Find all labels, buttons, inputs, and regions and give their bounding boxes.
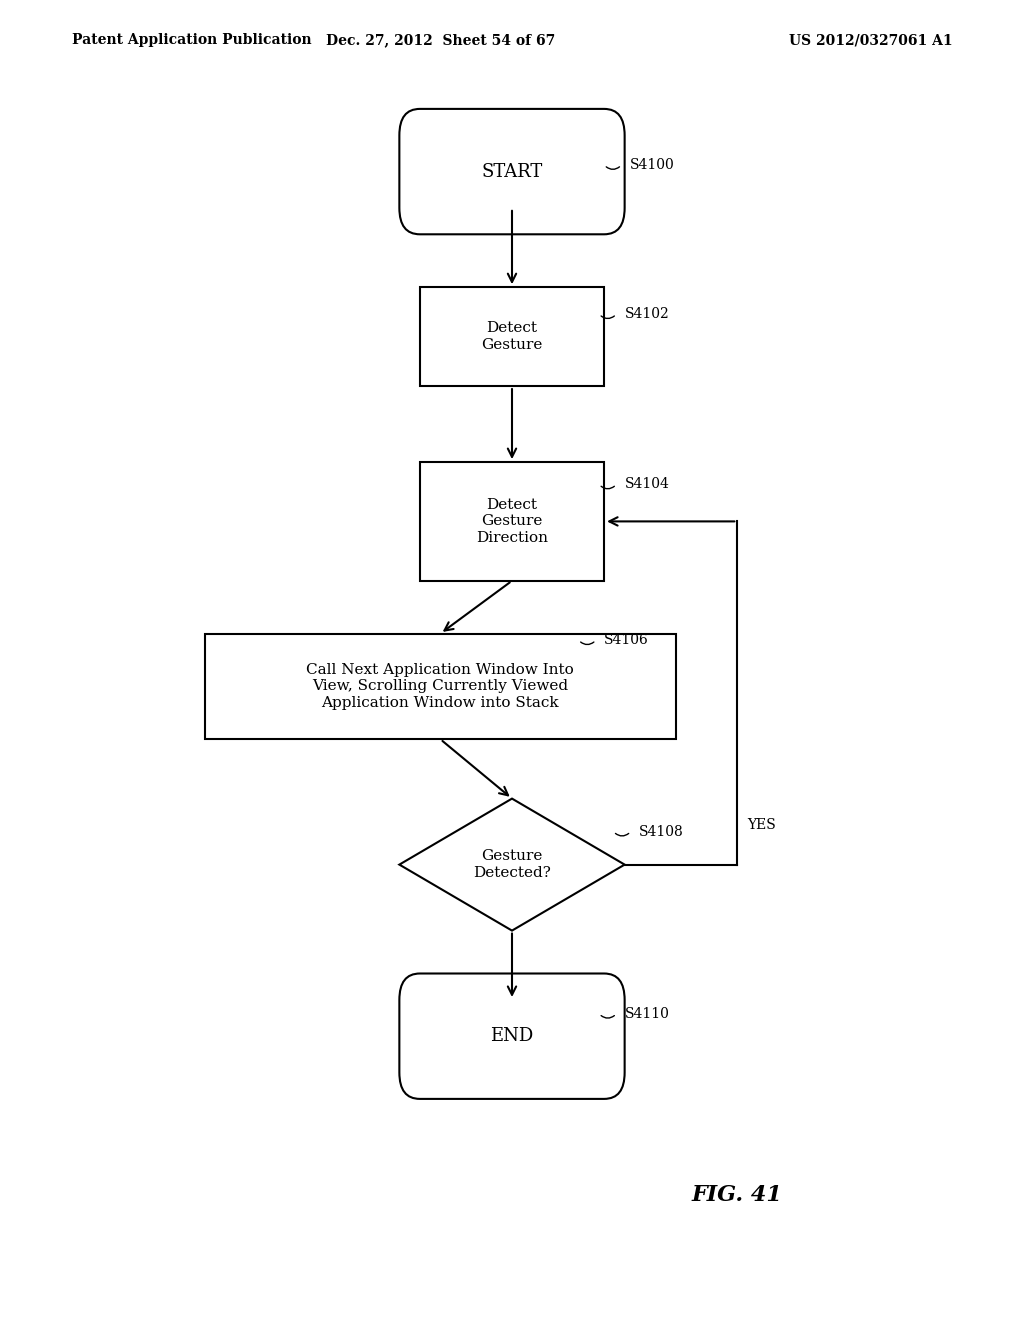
Text: S4110: S4110 [625, 1007, 670, 1020]
Text: START: START [481, 162, 543, 181]
Text: US 2012/0327061 A1: US 2012/0327061 A1 [788, 33, 952, 48]
Text: S4108: S4108 [639, 825, 684, 838]
Text: S4102: S4102 [625, 308, 670, 321]
Text: S4100: S4100 [630, 158, 675, 172]
Text: Patent Application Publication: Patent Application Publication [72, 33, 311, 48]
Text: S4106: S4106 [604, 634, 649, 647]
Text: Dec. 27, 2012  Sheet 54 of 67: Dec. 27, 2012 Sheet 54 of 67 [326, 33, 555, 48]
Text: Gesture
Detected?: Gesture Detected? [473, 850, 551, 879]
FancyBboxPatch shape [399, 110, 625, 235]
Bar [420, 288, 604, 385]
FancyBboxPatch shape [399, 974, 625, 1098]
Bar [420, 462, 604, 581]
Text: YES: YES [748, 817, 776, 832]
Text: Call Next Application Window Into
View, Scrolling Currently Viewed
Application W: Call Next Application Window Into View, … [306, 663, 574, 710]
Text: END: END [490, 1027, 534, 1045]
Text: S4104: S4104 [625, 478, 670, 491]
Text: FIG. 41: FIG. 41 [692, 1184, 782, 1205]
Polygon shape [399, 799, 625, 931]
Bar [205, 634, 676, 739]
Text: Detect
Gesture
Direction: Detect Gesture Direction [476, 498, 548, 545]
Text: Detect
Gesture: Detect Gesture [481, 322, 543, 351]
